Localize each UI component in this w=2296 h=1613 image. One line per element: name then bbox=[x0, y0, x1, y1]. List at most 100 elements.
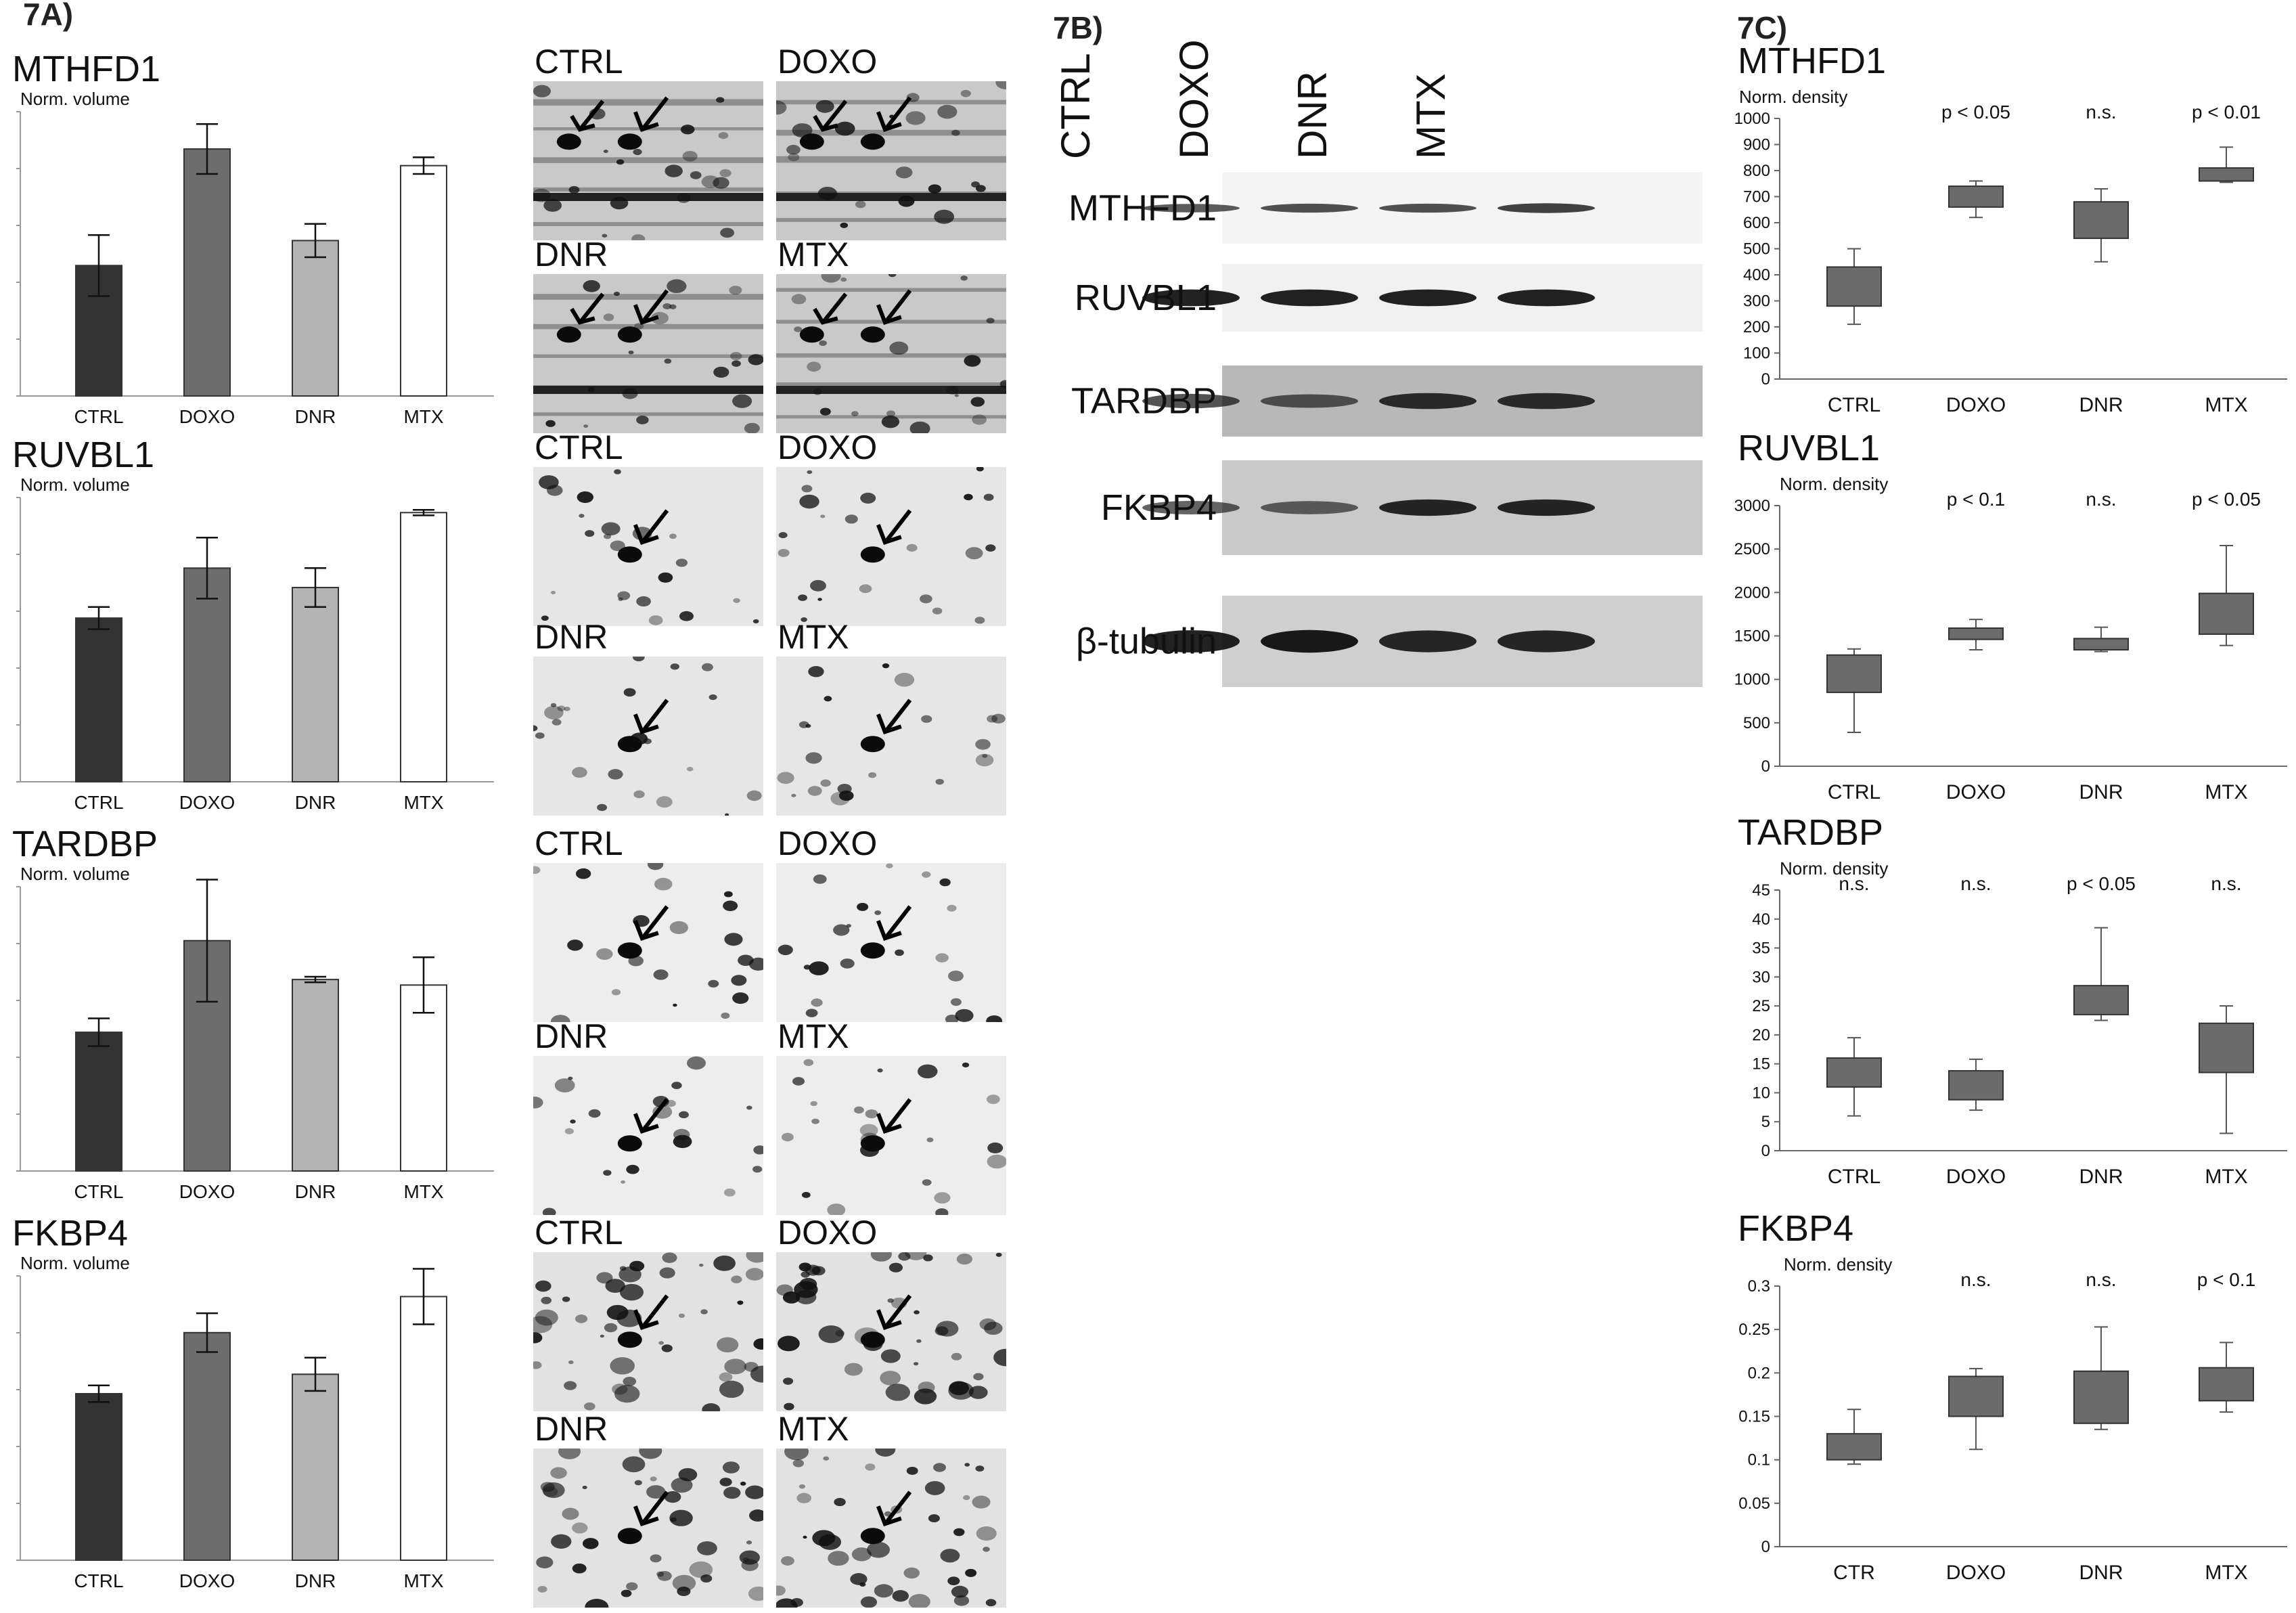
gel-spot bbox=[983, 493, 994, 501]
gel-spot bbox=[746, 1105, 752, 1110]
gel-spot bbox=[572, 767, 587, 778]
gel-spot bbox=[803, 1059, 814, 1066]
y-tick-label: 5 bbox=[1761, 1113, 1770, 1131]
gel-spot bbox=[791, 294, 807, 305]
gel-spot bbox=[886, 410, 896, 417]
gel-spot bbox=[724, 933, 743, 946]
gel-spot bbox=[746, 1540, 752, 1545]
gel-spot bbox=[543, 199, 562, 212]
gel-spot bbox=[602, 234, 608, 238]
gel-spot bbox=[924, 1481, 945, 1495]
gel-spot bbox=[622, 388, 638, 399]
x-tick-label: DOXO bbox=[179, 1570, 235, 1591]
target-spot bbox=[860, 1331, 885, 1348]
gel-spot bbox=[888, 1262, 903, 1273]
x-tick-label: CTRL bbox=[74, 406, 123, 427]
gel-spot bbox=[662, 303, 672, 310]
gel-spots bbox=[776, 863, 1006, 1027]
gel-spot bbox=[850, 1573, 868, 1585]
target-spot bbox=[617, 942, 642, 959]
gel-spot bbox=[713, 1255, 736, 1271]
gel-spot bbox=[844, 1363, 863, 1376]
gel-spot bbox=[933, 1463, 946, 1472]
gel-spot bbox=[819, 407, 831, 416]
gel-spot bbox=[805, 752, 822, 764]
panel-a-gel-images: CTRL DOXO DNR MTX CTRL DOXO DNR MTX CTRL DOXO DNR M… bbox=[0, 0, 1018, 1613]
y-tick-label: 0.3 bbox=[1748, 1277, 1770, 1296]
arrow-head bbox=[633, 920, 659, 942]
blot-band bbox=[1379, 499, 1477, 516]
y-axis-label: Norm. density bbox=[1780, 474, 1888, 494]
gel-spot bbox=[813, 389, 822, 395]
x-tick-label: DOXO bbox=[1946, 781, 2006, 803]
gel-spot bbox=[964, 1463, 970, 1467]
gel-spot bbox=[646, 1485, 666, 1499]
y-tick-label: 15 bbox=[1752, 1055, 1770, 1074]
gel-spot bbox=[541, 1296, 552, 1304]
gel-spot bbox=[673, 1128, 690, 1141]
gel-spot bbox=[898, 1252, 911, 1261]
gel-spot bbox=[857, 902, 869, 911]
gel-spot bbox=[652, 1105, 673, 1119]
target-spot bbox=[860, 326, 885, 343]
gel-spot bbox=[667, 279, 687, 293]
gel-spot bbox=[975, 1465, 985, 1472]
gel-spot bbox=[701, 175, 720, 188]
gel-spot bbox=[583, 280, 600, 292]
gel-spot bbox=[955, 1009, 974, 1022]
gel-spot bbox=[582, 1485, 587, 1489]
y-axis-label: Norm. volume bbox=[20, 864, 130, 884]
arrow-head bbox=[876, 524, 902, 546]
gel-streak bbox=[533, 193, 763, 201]
y-tick-label: 700 bbox=[1743, 188, 1770, 206]
y-tick-label: 2500 bbox=[1734, 540, 1770, 558]
gel-spot bbox=[564, 1381, 577, 1390]
y-axis-label: Norm. density bbox=[1784, 1254, 1892, 1275]
gel-background bbox=[776, 657, 1006, 816]
gel-streak bbox=[776, 156, 1006, 163]
gel-spot bbox=[741, 1559, 759, 1572]
gel-streak bbox=[533, 187, 763, 192]
gel-spot bbox=[690, 171, 702, 179]
gel-spot bbox=[810, 579, 826, 592]
gel-spots bbox=[526, 1056, 767, 1218]
gel-spot bbox=[908, 1593, 930, 1610]
gel-spot bbox=[596, 1272, 613, 1284]
blot-band bbox=[1498, 393, 1595, 410]
gel-spots bbox=[776, 1056, 1008, 1218]
gel-spot bbox=[834, 121, 855, 136]
gel-spot bbox=[678, 1467, 698, 1482]
gel-spot bbox=[669, 1509, 693, 1526]
gel-spot bbox=[778, 532, 788, 539]
arrow-head bbox=[876, 1309, 902, 1331]
gel-streak bbox=[776, 218, 1006, 222]
gel-spot bbox=[748, 957, 768, 971]
chart-title: FKBP4 bbox=[12, 1213, 128, 1254]
x-tick-label: DOXO bbox=[1946, 394, 2006, 416]
x-tick-label: MTX bbox=[2205, 1562, 2247, 1584]
gel-spot bbox=[859, 1124, 878, 1137]
gel-label: CTRL bbox=[535, 428, 623, 466]
gel-spot bbox=[626, 1164, 639, 1174]
gel-label: CTRL bbox=[535, 43, 623, 81]
gel-spot bbox=[840, 222, 849, 228]
x-tick-label: DOXO bbox=[179, 406, 235, 427]
bar bbox=[400, 1296, 447, 1561]
gel-spot bbox=[575, 1314, 588, 1323]
gel-label: DOXO bbox=[778, 428, 878, 466]
target-spot bbox=[799, 326, 824, 343]
gel-spot bbox=[575, 868, 591, 879]
gel-spot bbox=[972, 1495, 991, 1509]
x-tick-label: DNR bbox=[295, 792, 336, 813]
gel-spot bbox=[570, 1119, 576, 1124]
gel-spot bbox=[995, 1252, 1002, 1257]
gel-image-dnr bbox=[528, 653, 763, 816]
gel-spot bbox=[664, 358, 672, 364]
gel-spot bbox=[956, 1253, 973, 1265]
gel-spot bbox=[778, 944, 793, 956]
x-tick-label: DOXO bbox=[1946, 1562, 2006, 1584]
target-spot bbox=[617, 546, 642, 563]
gel-spot bbox=[807, 470, 813, 474]
gel-spot bbox=[612, 1384, 628, 1395]
gel-spot bbox=[965, 1568, 977, 1577]
